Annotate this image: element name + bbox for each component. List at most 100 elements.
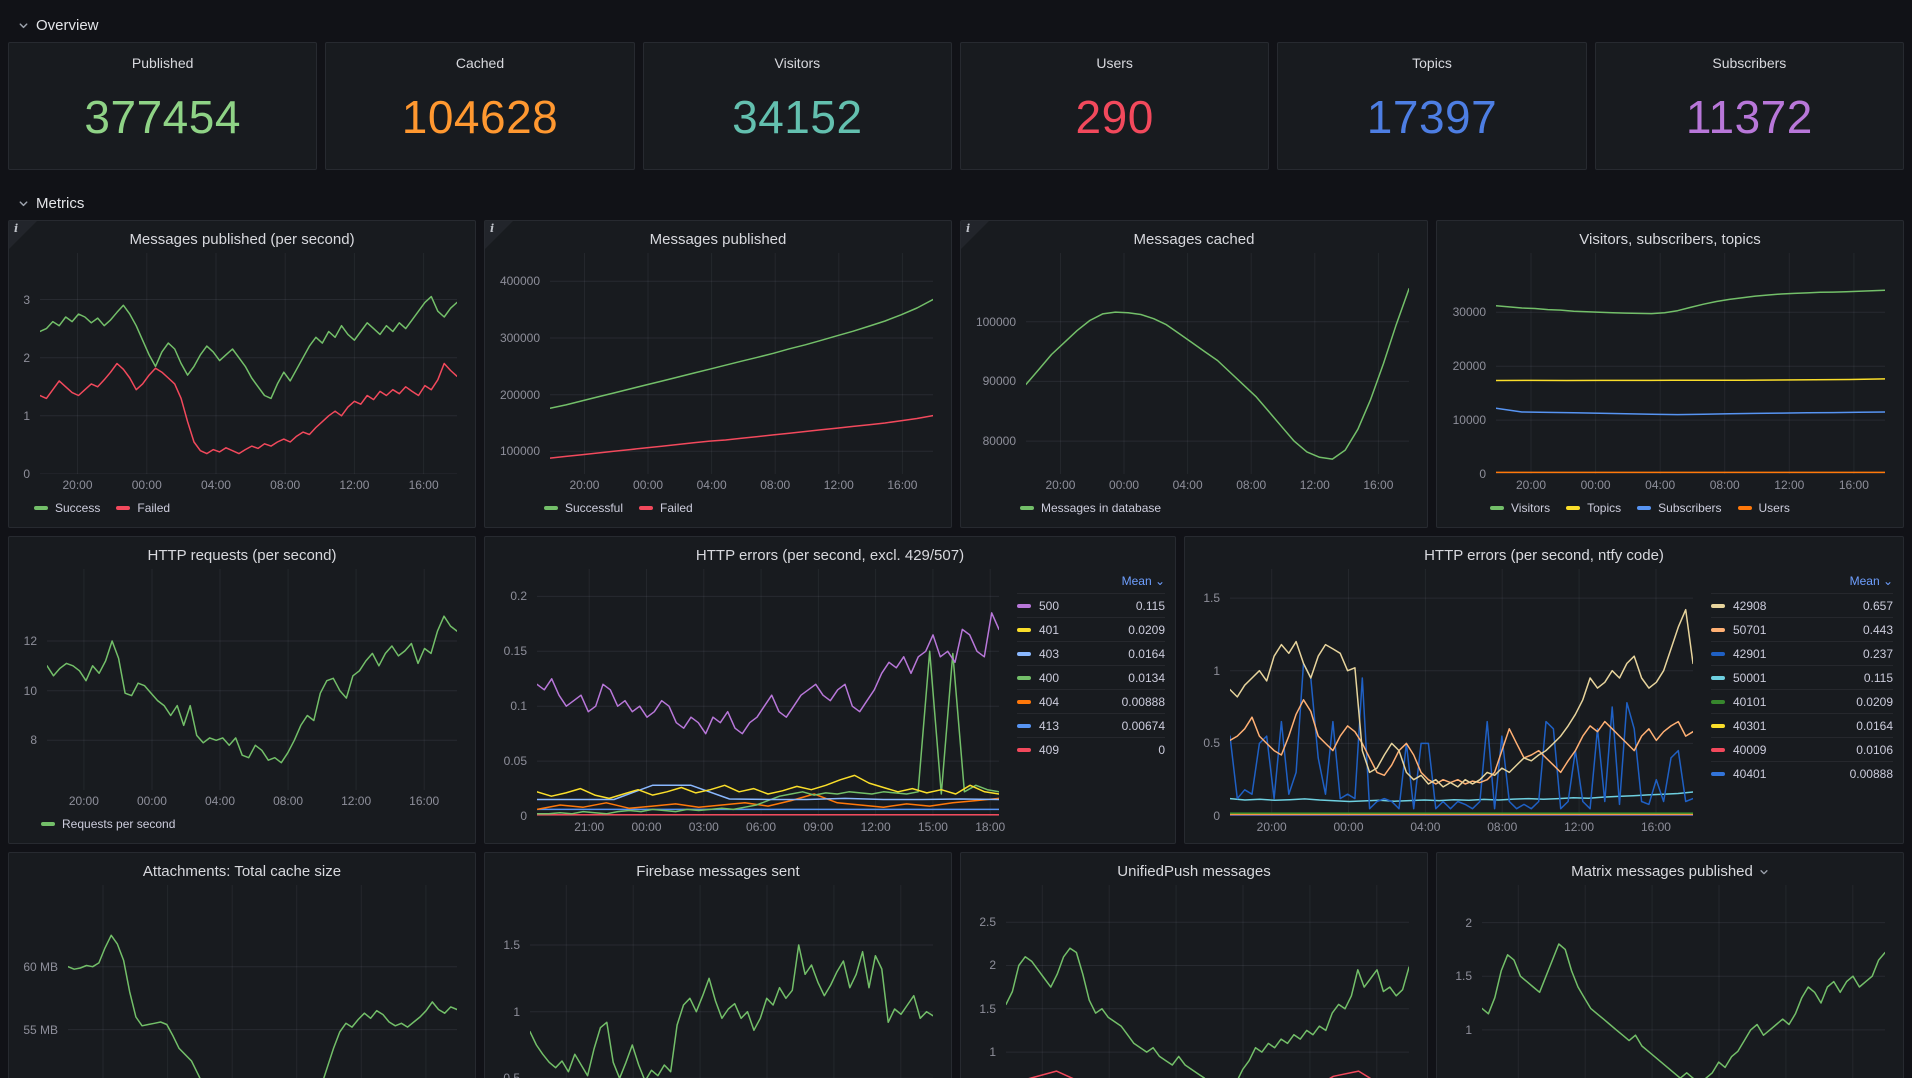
legend-mean-header[interactable]: Mean ⌄: [1121, 574, 1165, 588]
legend-table-row[interactable]: 403 0.0164: [1017, 641, 1165, 665]
legend-mean-header[interactable]: Mean ⌄: [1849, 574, 1893, 588]
stat-title: Topics: [1412, 55, 1452, 71]
panel-title[interactable]: HTTP requests (per second): [147, 547, 337, 564]
legend-table-row[interactable]: 40401 0.00888: [1711, 761, 1893, 785]
y-axis-label: 1: [1213, 663, 1220, 678]
y-axis-label: 1: [23, 408, 30, 423]
x-axis-label: 12:00: [1564, 820, 1595, 834]
legend-item[interactable]: Requests per second: [41, 817, 175, 831]
chart-canvas: [40, 253, 457, 474]
x-axis-label: 08:00: [1487, 820, 1518, 834]
legend-swatch-icon: [1017, 723, 1031, 728]
legend-table-row[interactable]: 40101 0.0209: [1711, 689, 1893, 713]
chart-http-errors-excl: 0 0.05 0.1 0.15 0.2 21:00 00:00 03:00 06:00 09:00…: [495, 569, 1007, 837]
y-axis-label: 0: [520, 809, 527, 823]
chevron-down-icon: [18, 198, 29, 209]
panel-title[interactable]: HTTP errors (per second, excl. 429/507): [695, 547, 965, 564]
legend-table-row[interactable]: 404 0.00888: [1017, 689, 1165, 713]
legend-swatch-icon: [1711, 603, 1725, 608]
section-metrics[interactable]: Metrics: [8, 186, 1904, 220]
legend-table-row[interactable]: 40301 0.0164: [1711, 713, 1893, 737]
section-overview-label: Overview: [36, 16, 99, 34]
legend-series-label: 40009: [1733, 742, 1767, 757]
y-axis-label: 10: [23, 683, 37, 698]
legend-item[interactable]: Success: [34, 501, 100, 515]
x-axis-label: 00:00: [1580, 478, 1611, 492]
legend-table: Mean ⌄ 500 0.115 401 0.0209 403 0.0164 400 0.013…: [1017, 569, 1165, 837]
y-axis-label: 0.05: [503, 754, 527, 769]
legend-swatch-icon: [1017, 699, 1031, 704]
y-axis-label: 100000: [975, 314, 1016, 329]
chart-legend: Messages in database: [971, 495, 1417, 521]
legend-table-row[interactable]: 401 0.0209: [1017, 617, 1165, 641]
info-icon[interactable]: i: [9, 221, 37, 249]
legend-table-row[interactable]: 413 0.00674: [1017, 713, 1165, 737]
legend-item[interactable]: Subscribers: [1637, 501, 1722, 515]
legend-swatch-icon: [1020, 506, 1034, 510]
info-icon[interactable]: i: [961, 221, 989, 249]
panel-title[interactable]: HTTP errors (per second, ntfy code): [1424, 547, 1664, 564]
chart-messages-published-total: 100000 200000 300000 400000 20:00 00:00 04:00 0…: [495, 253, 941, 495]
metrics-row-1: i Messages published (per second) 0 1 2 3 20…: [8, 220, 1904, 528]
legend-swatch-icon: [1566, 506, 1581, 510]
stat-title: Users: [1096, 55, 1133, 71]
chevron-down-icon: [18, 20, 29, 31]
y-axis-label: 100000: [499, 444, 540, 459]
legend-mean-value: 0.0106: [1856, 742, 1893, 757]
legend-table-row[interactable]: 42908 0.657: [1711, 593, 1893, 617]
panel-matrix-messages: Matrix messages published 0.5 1 1.5 2: [1436, 852, 1904, 1078]
stat-title: Visitors: [774, 55, 821, 71]
legend-item[interactable]: Successful: [544, 501, 623, 515]
legend-label: Messages in database: [1041, 501, 1162, 515]
legend-table-row[interactable]: 50701 0.443: [1711, 617, 1893, 641]
panel-title[interactable]: Matrix messages published: [1447, 859, 1893, 885]
panel-title[interactable]: Firebase messages sent: [636, 863, 800, 880]
info-icon[interactable]: i: [485, 221, 513, 249]
legend-item[interactable]: Failed: [639, 501, 693, 515]
x-axis-label: 00:00: [136, 794, 167, 808]
panel-title[interactable]: Messages cached: [1133, 231, 1255, 248]
stat-value: 34152: [732, 91, 863, 143]
legend-swatch-icon: [1637, 506, 1652, 510]
chart-canvas: [530, 885, 933, 1078]
x-axis-label: 15:00: [917, 820, 948, 834]
legend-table-row[interactable]: 40009 0.0106: [1711, 737, 1893, 761]
chart-legend: Successful Failed: [495, 495, 941, 521]
panel-title[interactable]: Messages published: [649, 231, 787, 248]
legend-table-row[interactable]: 42901 0.237: [1711, 641, 1893, 665]
y-axis-label: 2: [23, 350, 30, 365]
chart-canvas: [1026, 253, 1409, 474]
legend-label: Successful: [565, 501, 624, 515]
panel-title[interactable]: Attachments: Total cache size: [142, 863, 342, 880]
panel-title-text: Matrix messages published: [1571, 863, 1753, 880]
legend-item[interactable]: Topics: [1566, 501, 1621, 515]
x-axis-label: 03:00: [688, 820, 719, 834]
panel-title[interactable]: UnifiedPush messages: [1117, 863, 1271, 880]
panel-title[interactable]: Visitors, subscribers, topics: [1579, 231, 1761, 248]
y-axis-label: 1.5: [979, 1001, 996, 1016]
legend-series-label: 500: [1039, 598, 1060, 613]
legend-table-row[interactable]: 50001 0.115: [1711, 665, 1893, 689]
panel-title[interactable]: Messages published (per second): [129, 231, 355, 248]
legend-swatch-icon: [1711, 627, 1725, 632]
x-axis-label: 00:00: [631, 820, 662, 834]
legend-item[interactable]: Users: [1737, 501, 1790, 515]
legend-item[interactable]: Messages in database: [1020, 501, 1161, 515]
metrics-row-2: HTTP requests (per second) 8 10 12 20:00 00:…: [8, 536, 1904, 844]
y-axis-label: 400000: [499, 274, 540, 289]
x-axis-label: 08:00: [270, 478, 301, 492]
legend-item[interactable]: Visitors: [1490, 501, 1550, 515]
legend-table-row[interactable]: 409 0: [1017, 737, 1165, 761]
legend-table-row[interactable]: 400 0.0134: [1017, 665, 1165, 689]
y-axis-label: 0.5: [1447, 1076, 1472, 1078]
section-overview[interactable]: Overview: [8, 8, 1904, 42]
y-axis-label: 2: [1465, 915, 1472, 930]
legend-swatch-icon: [1017, 747, 1031, 752]
legend-series-label: 42908: [1733, 598, 1767, 613]
legend-swatch-icon: [41, 822, 55, 826]
legend-mean-value: 0.0209: [1128, 622, 1165, 637]
legend-item[interactable]: Failed: [116, 501, 170, 515]
legend-table-row[interactable]: 500 0.115: [1017, 593, 1165, 617]
y-axis-label: 1.5: [503, 938, 520, 952]
x-axis-label: 04:00: [1410, 820, 1441, 834]
